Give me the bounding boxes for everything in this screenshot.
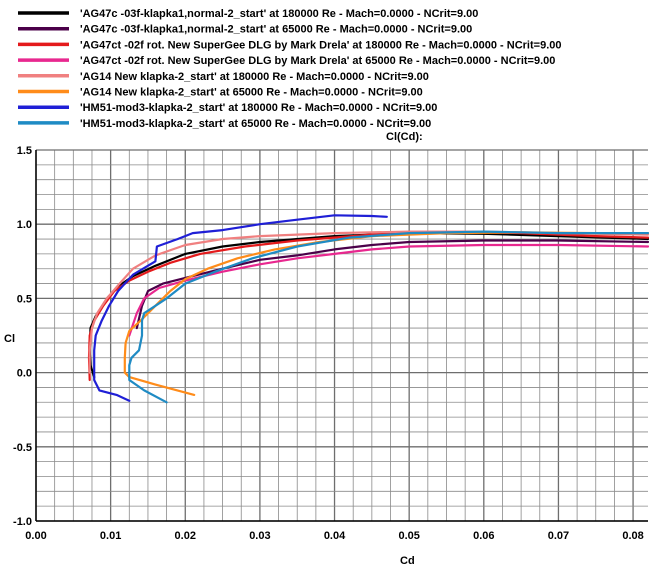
y-tick-label: 0.5 [17,293,32,305]
series-line [128,243,649,337]
y-tick-label: -0.5 [13,442,32,454]
x-tick-label: 0.05 [398,530,419,542]
series-line [88,232,649,379]
legend-label: 'AG14 New klapka-2_start' at 65000 Re - … [80,87,423,99]
x-tick-label: 0.03 [249,530,270,542]
legend-label: 'AG14 New klapka-2_start' at 180000 Re -… [80,71,429,83]
x-tick-label: 0.08 [622,530,643,542]
x-tick-label: 0.07 [548,530,569,542]
x-axis-label: Cd [400,555,415,567]
legend-label: 'AG47c -03f-klapka1,normal-2_start' at 6… [80,24,472,36]
series-line [135,239,649,330]
series-line [128,230,649,404]
legend-label: 'HM51-mod3-klapka-2_start' at 180000 Re … [80,102,437,114]
legend-label: 'AG47ct -02f rot. New SuperGee DLG by Ma… [80,55,555,67]
x-tick-label: 0.04 [324,530,346,542]
series-line [93,214,388,402]
y-tick-label: 1.0 [17,219,32,231]
legend-label: 'AG47ct -02f rot. New SuperGee DLG by Ma… [80,39,562,51]
legend: 'AG47c -03f-klapka1,normal-2_start' at 1… [18,8,562,130]
x-tick-label: 0.06 [473,530,494,542]
plot-lines [87,214,649,404]
legend-label: 'AG47c -03f-klapka1,normal-2_start' at 1… [80,8,478,20]
y-tick-label: 0.0 [17,368,32,380]
x-tick-label: 0.01 [100,530,121,542]
axes: 0.00 0.01 0.02 0.03 0.04 0.05 0.06 0.07 0.08 -1.0… [13,145,648,542]
series-line [123,231,649,396]
y-tick-label: 1.5 [17,145,32,157]
grid [35,149,648,522]
chart-title: Cl(Cd): [386,131,423,143]
x-tick-label: 0.02 [175,530,196,542]
series-line [88,230,649,374]
legend-label: 'HM51-mod3-klapka-2_start' at 65000 Re -… [80,118,431,130]
y-tick-label: -1.0 [13,516,32,528]
y-axis-label: Cl [4,333,15,345]
x-tick-label: 0.00 [25,530,46,542]
